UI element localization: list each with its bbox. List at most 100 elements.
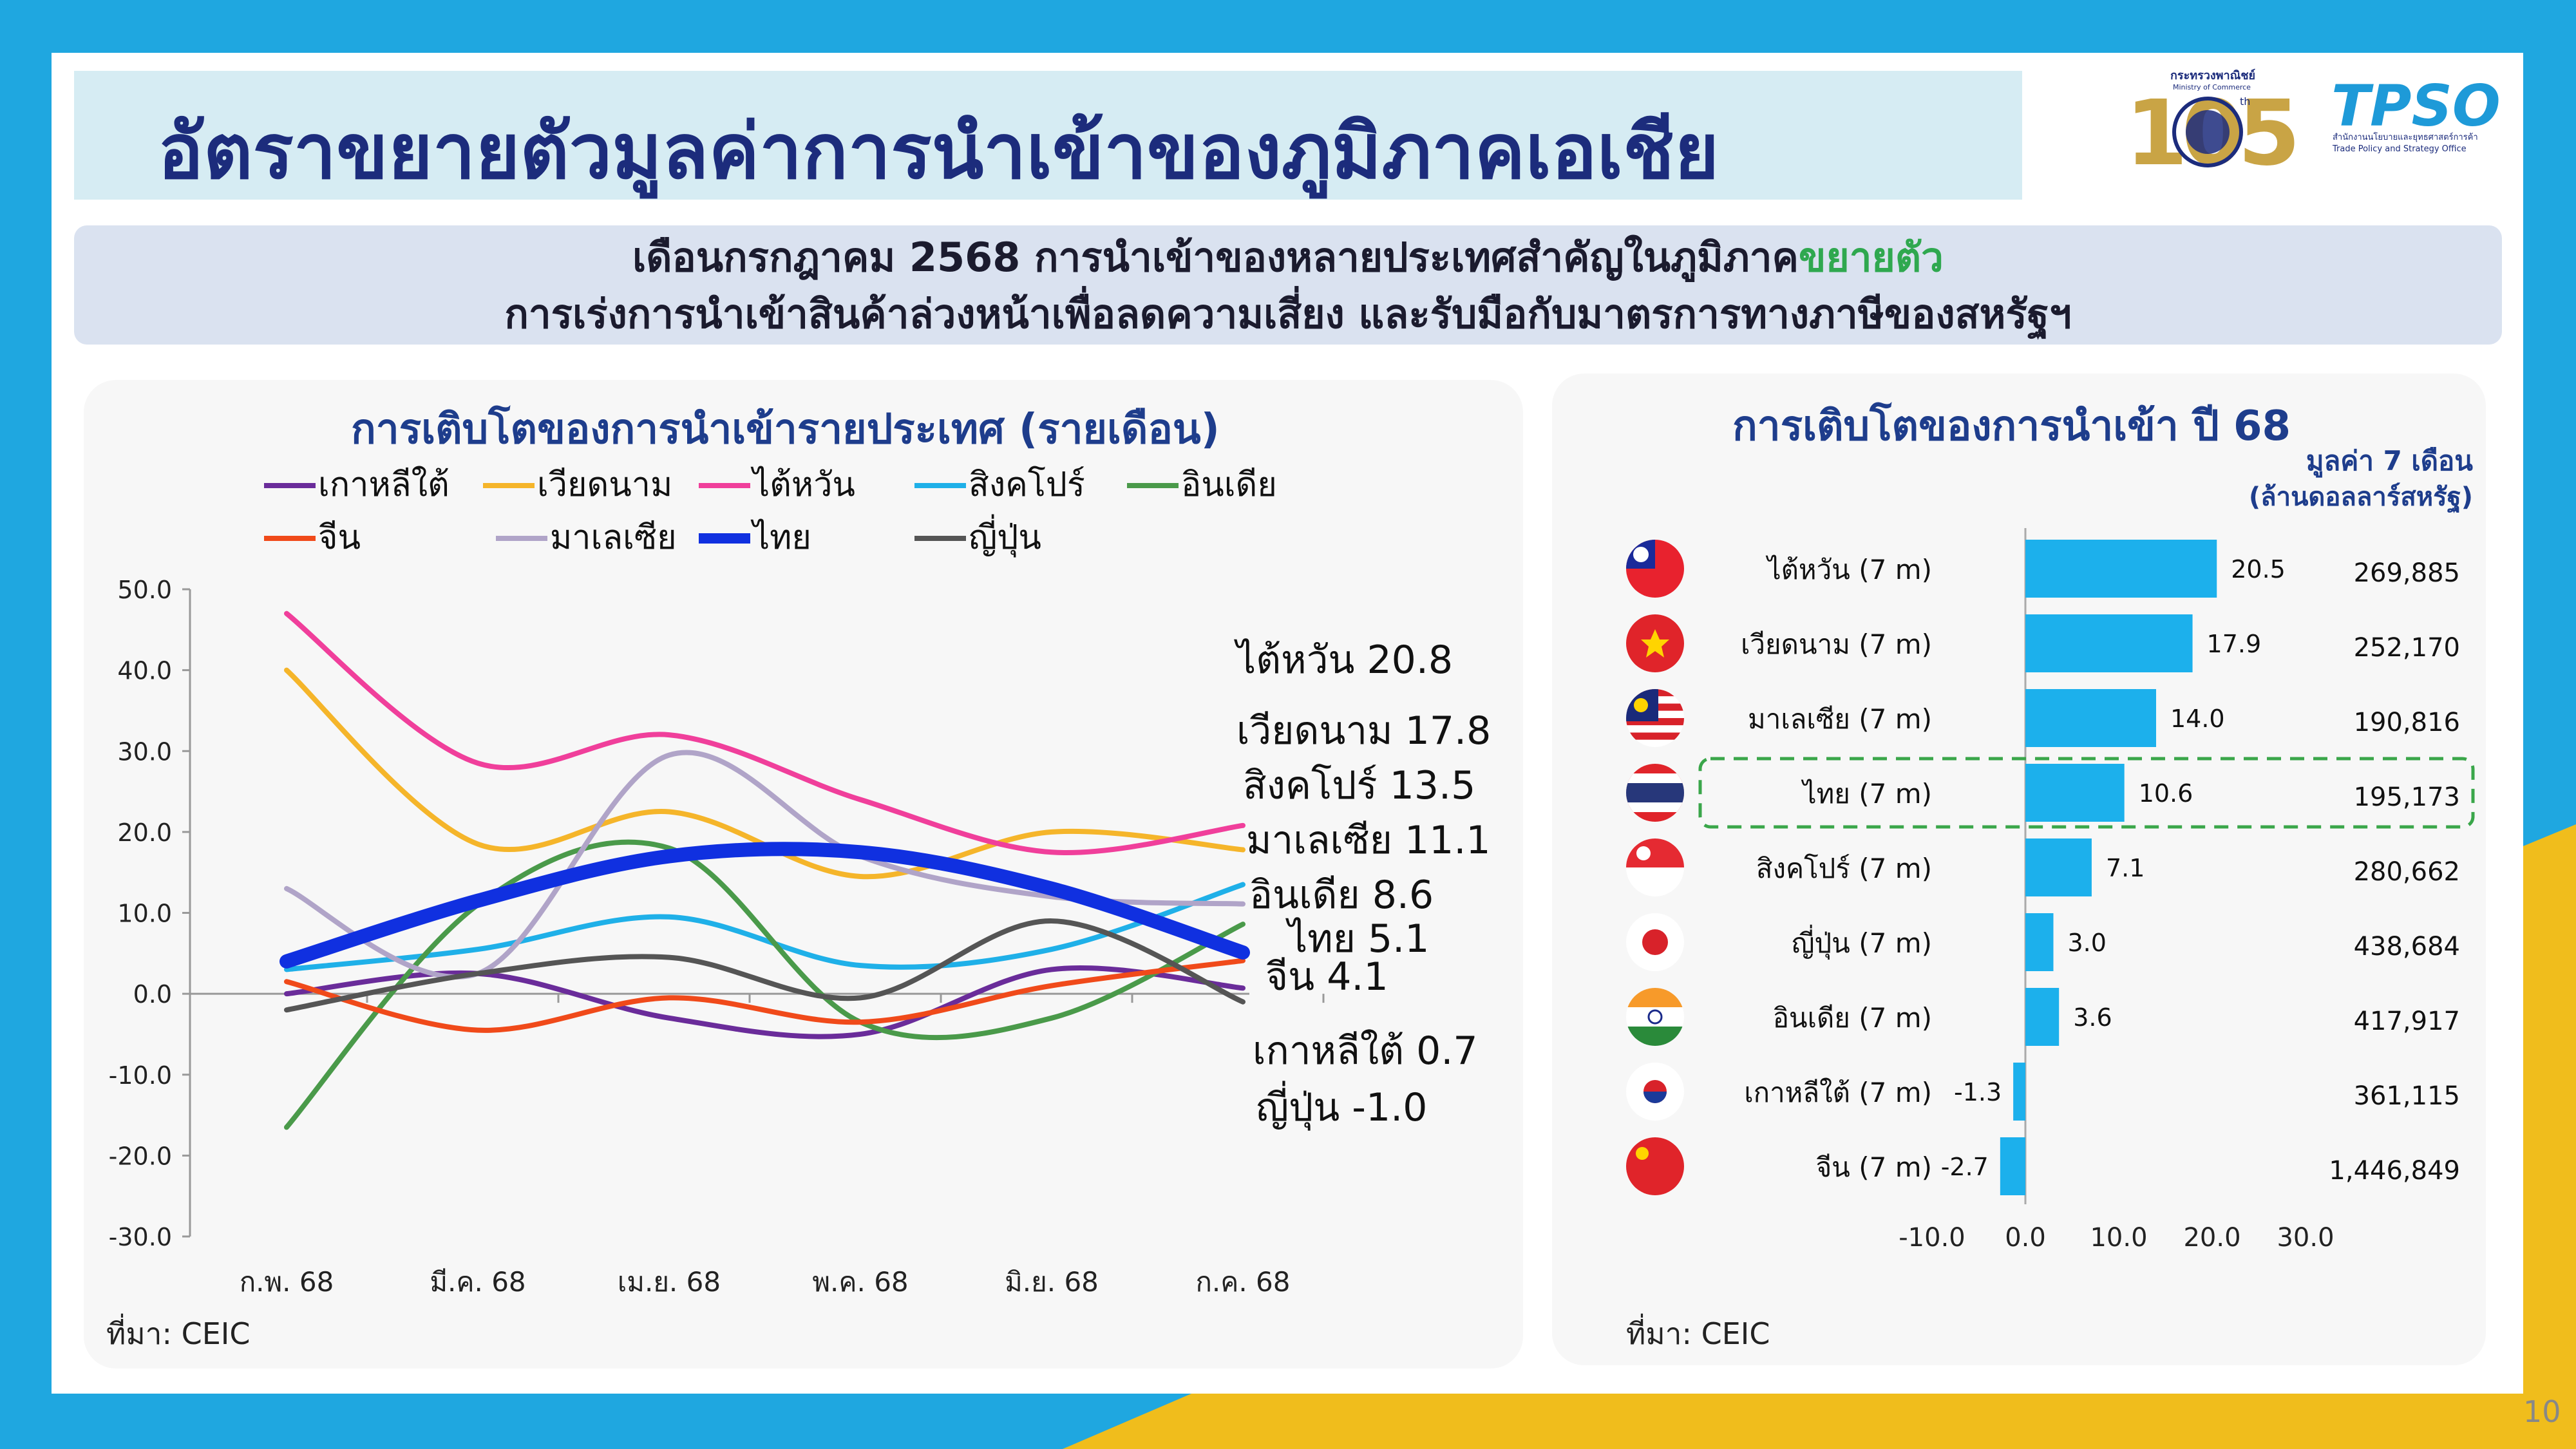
bar-value-label: 269,885 [2354,558,2460,588]
legend-item-4: อินเดีย [1127,466,1277,504]
y-tick-label: 0.0 [133,980,172,1009]
x-tick-label: มี.ค. 68 [430,1266,526,1298]
y-tick-label: 10.0 [117,900,172,928]
bar [2025,614,2193,672]
bar-row-label: เกาหลีใต้ (7 m) [1744,1077,1932,1108]
ministry-seal-inner-icon [2186,110,2230,154]
x-tick-label: พ.ค. 68 [812,1266,908,1298]
legend-label: อินเดีย [1181,466,1277,504]
bar [2025,764,2125,822]
end-label-4: อินเดีย 8.6 [1249,873,1434,918]
legend-item-5: จีน [264,518,361,557]
bar [2013,1063,2025,1121]
china-flag-icon [1626,1137,1684,1195]
bar-row-5: ญี่ปุ่น (7 m) 3.0 438,684 [1626,913,2460,971]
series-line-5 [284,958,1245,1033]
bar-growth-label: 3.0 [2068,929,2107,957]
taiwan-flag-icon [1626,540,1684,598]
bar-row-label: จีน (7 m) [1816,1151,1932,1183]
legend-label: เวียดนาม [537,466,672,504]
legend-item-6: มาเลเซีย [496,518,677,557]
legend-label: มาเลเซีย [550,518,677,557]
bar-value-label: 1,446,849 [2329,1156,2460,1186]
legend-item-1: เวียดนาม [483,466,672,504]
malaysia-flag-icon [1626,689,1684,747]
legend-label: ไทย [750,518,811,557]
bar-chart-title: การเติบโตของการนำเข้า ปี 68 [1732,402,2291,450]
series-line-7 [279,842,1250,969]
subtitle-line-2: การเร่งการนำเข้าสินค้าล่วงหน้าเพื่อลดควา… [504,290,2072,337]
bar-x-tick-label: 20.0 [2183,1223,2240,1253]
bar [2000,1137,2025,1195]
tpso-en-text: Trade Policy and Strategy Office [2332,144,2467,154]
legend-item-0: เกาหลีใต้ [264,466,450,504]
page-number: 10 [2523,1394,2561,1429]
bar-growth-label: 14.0 [2170,705,2225,733]
legend-item-8: ญี่ปุ่น [914,514,1041,558]
singapore-flag-icon [1626,838,1684,896]
series-line-4 [284,839,1245,1130]
bar-growth-label: 20.5 [2231,555,2286,583]
subtitle-banner: เดือนกรกฎาคม 2568 การนำเข้าของหลายประเทศ… [74,225,2502,345]
bar [2025,913,2054,971]
legend-item-2: ไต้หวัน [699,466,855,504]
end-label-1: เวียดนาม 17.8 [1236,708,1491,753]
bar-growth-label: 17.9 [2207,630,2262,658]
bar-row-label: ญี่ปุ่น (7 m) [1792,925,1932,960]
bar-row-2: มาเลเซีย (7 m) 14.0 190,816 [1626,689,2460,747]
bar-growth-label: 3.6 [2073,1003,2112,1032]
bar-x-tick-label: 10.0 [2090,1223,2147,1253]
bar-growth-label: 7.1 [2106,854,2145,882]
line-chart: เกาหลีใต้ เวียดนาม ไต้หวัน สิงคโปร์ อินเดียจ… [109,466,1492,1298]
bar-row-8: จีน (7 m) -2.7 1,446,849 [1626,1137,2460,1195]
legend-label: ญี่ปุ่น [969,514,1041,558]
bar-row-label: อินเดีย (7 m) [1773,1002,1932,1034]
y-tick-label: -20.0 [109,1142,172,1170]
bar-chart-panel: การเติบโตของการนำเข้า ปี 68 ที่มา: CEIC [1552,374,2486,1365]
bar-row-label: มาเลเซีย (7 m) [1748,703,1932,735]
bar-chart: มูลค่า 7 เดือน (ล้านดอลลาร์สหรัฐ) -10.0 0.0… [1626,445,2475,1253]
bar-value-label: 438,684 [2354,932,2460,961]
tpso-wordmark: TPSO [2331,73,2501,139]
series-line-1 [284,667,1245,880]
bar [2025,689,2156,747]
page-title: อัตราขยายตัวมูลค่าการนำเข้าของภูมิภาคเอเ… [158,107,1719,196]
legend-item-7: ไทย [699,518,811,557]
y-tick-label: 40.0 [117,657,172,685]
line-chart-panel: การเติบโตของการนำเข้ารายประเทศ (รายเดือน… [84,380,1523,1368]
bar-row-4: สิงคโปร์ (7 m) 7.1 280,662 [1626,838,2460,896]
value-header-line-2: (ล้านดอลลาร์สหรัฐ) [2249,482,2473,514]
series-line-0 [284,965,1245,1039]
end-label-2: สิงคโปร์ 13.5 [1243,763,1475,808]
line-chart-source: ที่มา: CEIC [106,1316,251,1351]
tpso-logo: TPSO สำนักงานนโยบายและยุทธศาสตร์การค้า T… [2331,73,2501,154]
bar-row-6: อินเดีย (7 m) 3.6 417,917 [1626,988,2460,1046]
x-tick-label: ก.ค. 68 [1195,1266,1290,1298]
y-tick-label: 20.0 [117,819,172,847]
end-label-8: ญี่ปุ่น -1.0 [1256,1081,1427,1131]
y-tick-label: 50.0 [117,576,172,604]
bar-growth-label: -2.7 [1941,1153,1989,1181]
y-tick-label: -10.0 [109,1061,172,1090]
tpso-th-text: สำนักงานนโยบายและยุทธศาสตร์การค้า [2333,132,2478,142]
bar-value-label: 280,662 [2354,857,2460,887]
subtitle-line-1-text: เดือนกรกฎาคม 2568 การนำเข้าของหลายประเทศ… [632,234,1799,281]
india-flag-icon [1626,988,1684,1046]
bar-growth-label: -1.3 [1954,1078,2002,1106]
legend-label: สิงคโปร์ [969,466,1085,504]
series-line-6 [284,750,1245,980]
subtitle-highlight: ขยายตัว [1799,234,1944,281]
x-tick-label: มิ.ย. 68 [1005,1266,1099,1298]
bar-row-label: เวียดนาม (7 m) [1741,629,1932,660]
legend-item-3: สิงคโปร์ [914,466,1085,504]
bar [2025,838,2092,896]
bar-value-label: 190,816 [2354,708,2460,737]
bar-value-label: 195,173 [2354,782,2460,812]
bar-x-tick-label: -10.0 [1899,1223,1965,1253]
bar [2025,988,2060,1046]
ministry-105-logo: กระทรวงพาณิชย์ Ministry of Commerce 105 … [2125,68,2301,177]
value-header-line-1: มูลค่า 7 เดือน [2306,445,2473,478]
bar-x-tick-label: 0.0 [2005,1223,2046,1253]
y-tick-label: -30.0 [109,1223,172,1251]
series-line-2 [284,611,1245,855]
